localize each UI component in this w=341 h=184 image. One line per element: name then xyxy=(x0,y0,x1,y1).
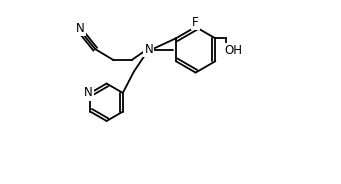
Text: OH: OH xyxy=(225,44,243,57)
Text: N: N xyxy=(76,22,85,35)
Text: N: N xyxy=(84,86,93,99)
Text: F: F xyxy=(192,16,199,29)
Text: N: N xyxy=(145,43,153,56)
